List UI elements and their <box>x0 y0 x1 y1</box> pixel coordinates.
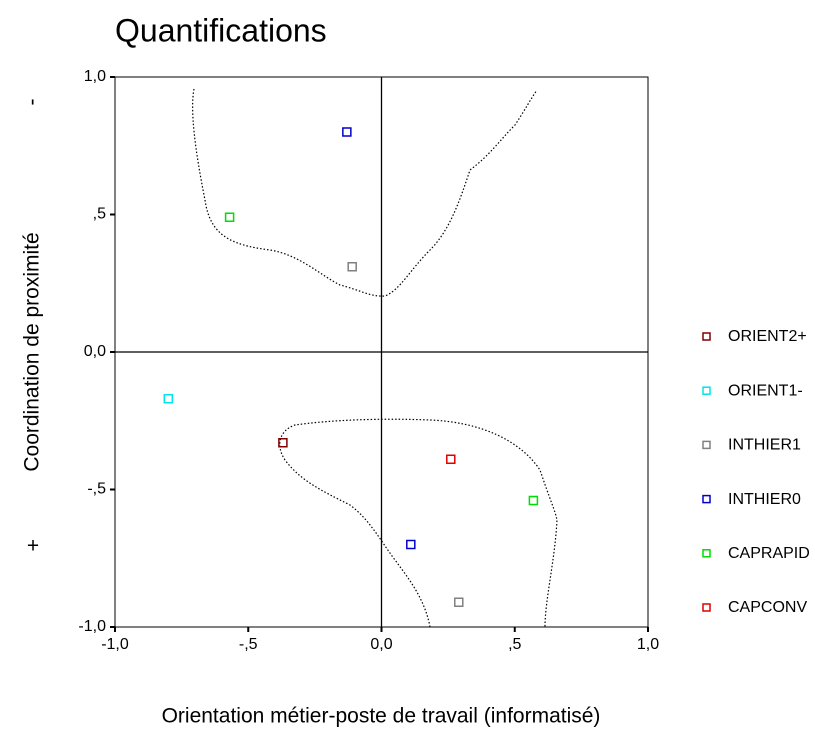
x-tick-label: 0,0 <box>370 636 392 653</box>
y-tick-label: 0,0 <box>84 343 106 360</box>
point <box>278 438 288 448</box>
legend-marker <box>702 332 711 341</box>
legend-marker <box>702 494 711 504</box>
y-annotation: - <box>21 99 44 106</box>
contour <box>279 418 558 628</box>
legend-label: ORIENT1- <box>728 382 803 399</box>
y-tick-label: ,5 <box>93 206 106 223</box>
legend-marker <box>702 603 711 612</box>
x-tick-label: ,5 <box>508 636 521 653</box>
y-axis-label: Coordination de proximité <box>21 232 44 471</box>
x-tick-label: -1,0 <box>101 636 129 653</box>
legend-label: INTHIER0 <box>728 491 801 508</box>
point <box>406 539 416 550</box>
x-tick-label: 1,0 <box>637 636 659 653</box>
legend-marker <box>702 549 711 558</box>
point <box>528 495 539 506</box>
x-axis-label: Orientation métier-poste de travail (inf… <box>162 705 601 728</box>
point <box>446 454 456 464</box>
legend-marker <box>702 386 711 395</box>
legend-marker <box>702 440 711 450</box>
y-annotation: + <box>27 535 39 558</box>
legend-label: INTHIER1 <box>728 437 801 454</box>
point <box>224 212 235 222</box>
y-tick-label: -,5 <box>87 481 106 498</box>
point <box>342 127 352 137</box>
point <box>347 262 357 272</box>
x-tick-label: -,5 <box>239 636 258 653</box>
y-tick-label: -1,0 <box>78 618 106 635</box>
point <box>163 394 174 404</box>
legend-label: ORIENT2+ <box>728 328 807 345</box>
legend-label: CAPCONV <box>728 599 807 616</box>
chart-title: Quantifications <box>115 12 327 48</box>
y-tick-label: 1,0 <box>84 68 106 85</box>
contour <box>192 88 538 297</box>
point <box>454 597 464 607</box>
legend-label: CAPRAPID <box>728 545 810 562</box>
